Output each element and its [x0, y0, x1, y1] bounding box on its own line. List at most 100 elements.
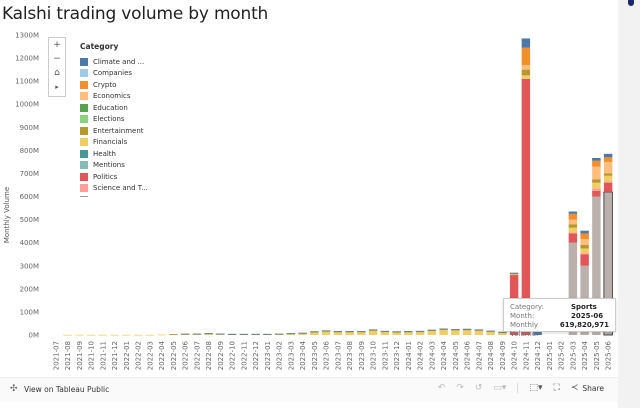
- bar-segment[interactable]: [603, 175, 613, 182]
- bar-segment[interactable]: [298, 332, 307, 334]
- bar-segment[interactable]: [368, 330, 378, 335]
- bar-segment[interactable]: [592, 190, 601, 197]
- bar-segment[interactable]: [568, 219, 578, 225]
- bar-segment[interactable]: [521, 47, 531, 65]
- bar-segment[interactable]: [274, 333, 284, 335]
- bar-segment[interactable]: [568, 232, 578, 234]
- bar-segment[interactable]: [603, 157, 613, 162]
- share-button[interactable]: Share: [582, 383, 604, 393]
- bar-segment[interactable]: [592, 182, 601, 189]
- bar-segment[interactable]: [580, 248, 589, 254]
- bar-segment[interactable]: [415, 330, 425, 332]
- bar-segment[interactable]: [509, 272, 519, 274]
- fullscreen-icon[interactable]: ⛶: [553, 383, 560, 393]
- share-icon[interactable]: ≺: [570, 383, 579, 393]
- legend-item[interactable]: Climate and ...: [80, 56, 148, 68]
- bar-segment[interactable]: [592, 158, 601, 161]
- bar-segment[interactable]: [427, 330, 437, 335]
- bar-segment[interactable]: [521, 75, 531, 79]
- bar-segment[interactable]: [521, 38, 531, 48]
- bar-segment[interactable]: [345, 331, 354, 333]
- bar-segment[interactable]: [298, 333, 307, 335]
- bar-segment[interactable]: [345, 331, 354, 332]
- bar-segment[interactable]: [427, 330, 437, 331]
- bar-segment[interactable]: [603, 182, 613, 192]
- bar-segment[interactable]: [451, 329, 460, 331]
- legend-item[interactable]: Education: [80, 102, 148, 114]
- bar-segment[interactable]: [603, 181, 613, 183]
- bar-segment[interactable]: [392, 331, 401, 333]
- legend-item[interactable]: Entertainment: [80, 125, 148, 137]
- bar-segment[interactable]: [592, 160, 601, 167]
- bar-segment[interactable]: [427, 329, 437, 331]
- bar-segment[interactable]: [310, 331, 319, 333]
- bar-segment[interactable]: [204, 333, 213, 335]
- legend-item[interactable]: Economics: [80, 91, 148, 103]
- bar-segment[interactable]: [286, 333, 296, 335]
- bar-segment[interactable]: [357, 331, 366, 333]
- lightbulb-icon[interactable]: [628, 0, 634, 6]
- bar-segment[interactable]: [521, 69, 531, 76]
- legend-item[interactable]: Science and T...: [80, 183, 148, 195]
- bar-segment[interactable]: [357, 331, 366, 332]
- bar-segment[interactable]: [333, 331, 343, 332]
- bar-segment[interactable]: [603, 173, 613, 176]
- bar-segment[interactable]: [451, 330, 460, 335]
- bar-segment[interactable]: [357, 332, 366, 335]
- zoom-in-button[interactable]: +: [53, 40, 61, 50]
- bar-segment[interactable]: [462, 329, 472, 331]
- bar-segment[interactable]: [98, 334, 108, 336]
- bar-segment[interactable]: [462, 328, 472, 330]
- bar-segment[interactable]: [122, 334, 131, 336]
- bar-segment[interactable]: [368, 330, 378, 331]
- bar-segment[interactable]: [204, 333, 213, 334]
- download-icon[interactable]: ⬚▾: [529, 383, 543, 393]
- bar-segment[interactable]: [286, 333, 296, 334]
- bar-segment[interactable]: [86, 334, 96, 336]
- bar-segment[interactable]: [451, 329, 460, 330]
- zoom-out-button[interactable]: −: [53, 54, 61, 64]
- bar-segment[interactable]: [169, 334, 178, 335]
- bar-segment[interactable]: [568, 233, 578, 243]
- bar-segment[interactable]: [603, 161, 613, 174]
- bar-segment[interactable]: [251, 333, 260, 335]
- bar-segment[interactable]: [580, 254, 589, 266]
- bar-segment[interactable]: [392, 332, 401, 335]
- undo-icon[interactable]: ↶: [437, 383, 446, 393]
- bar-segment[interactable]: [404, 332, 413, 335]
- bar-segment[interactable]: [474, 330, 484, 335]
- bar-segment[interactable]: [380, 330, 390, 332]
- legend-item[interactable]: Politics: [80, 171, 148, 183]
- bar-segment[interactable]: [521, 65, 531, 70]
- bar-segment[interactable]: [380, 331, 390, 333]
- bar-segment[interactable]: [580, 230, 589, 234]
- bar-segment[interactable]: [415, 331, 425, 333]
- bar-segment[interactable]: [63, 334, 72, 336]
- pan-icon[interactable]: ▸: [55, 83, 59, 91]
- bar-segment[interactable]: [592, 196, 601, 335]
- bar-segment[interactable]: [568, 227, 578, 233]
- bar-segment[interactable]: [239, 333, 249, 335]
- bar-segment[interactable]: [521, 78, 531, 335]
- home-icon[interactable]: ⌂: [54, 68, 60, 78]
- bar-segment[interactable]: [404, 331, 413, 333]
- bar-segment[interactable]: [321, 330, 331, 332]
- bar-segment[interactable]: [474, 330, 484, 331]
- bar-segment[interactable]: [380, 331, 390, 335]
- bar-segment[interactable]: [486, 331, 495, 332]
- bar-segment[interactable]: [439, 328, 448, 330]
- bar-segment[interactable]: [439, 329, 448, 335]
- pause-icon[interactable]: ▭▾: [493, 383, 507, 393]
- bar-segment[interactable]: [227, 333, 237, 335]
- bar-segment[interactable]: [462, 330, 472, 335]
- bar-segment[interactable]: [580, 239, 589, 245]
- bar-segment[interactable]: [498, 332, 507, 334]
- bar-segment[interactable]: [368, 329, 378, 331]
- bar-segment[interactable]: [310, 332, 319, 335]
- bar-segment[interactable]: [568, 242, 578, 335]
- redo-icon[interactable]: ↷: [456, 383, 464, 393]
- bar-segment[interactable]: [568, 213, 578, 220]
- bar-segment[interactable]: [415, 331, 425, 335]
- bar-segment[interactable]: [498, 331, 507, 333]
- legend-item[interactable]: Elections: [80, 114, 148, 126]
